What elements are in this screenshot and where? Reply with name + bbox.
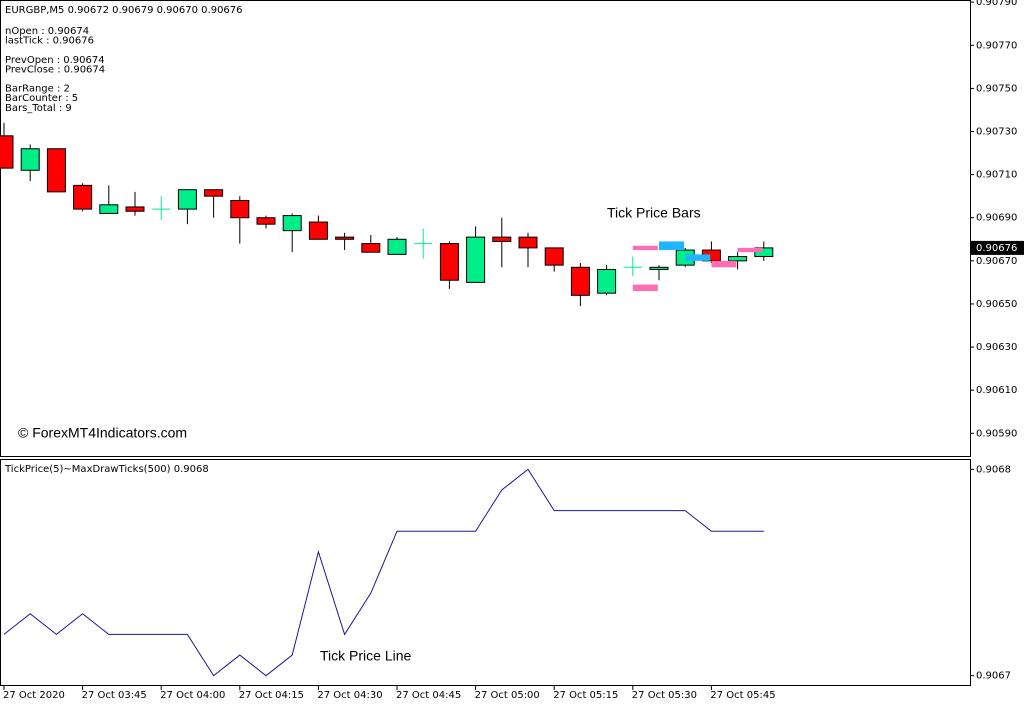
candle-body (518, 236, 538, 249)
candle-body (204, 189, 224, 197)
tick-price-bar (659, 241, 684, 251)
x-tick-label: 27 Oct 05:30 (632, 690, 697, 701)
y-tick-label: 0.90750 (976, 83, 1017, 94)
candle-body (125, 206, 145, 212)
y-tick-label: 0.9067 (976, 671, 1011, 682)
tick-price-bar (711, 260, 737, 268)
info-line: BarRange : 2 (5, 84, 70, 95)
candle-body (728, 256, 748, 262)
candle-body (387, 238, 407, 255)
candle-body (649, 266, 669, 270)
candle-body (466, 236, 486, 283)
tick-price-bar (737, 247, 763, 253)
candle-body (46, 148, 66, 193)
indicator-title: TickPrice(5)~MaxDrawTicks(500) 0.9068 (4, 464, 209, 475)
y-tick-label: 0.90630 (976, 342, 1017, 353)
candle-body (177, 189, 197, 210)
y-tick-label: 0.90730 (976, 126, 1017, 137)
candle-body (570, 266, 590, 296)
y-tick-label: 0.90710 (976, 170, 1017, 181)
tick-price-line (3, 468, 764, 677)
candle-body (0, 135, 14, 169)
y-tick-label: 0.90650 (976, 299, 1017, 310)
last-price-label: 0.90676 (976, 243, 1017, 254)
candle-body (256, 217, 276, 225)
info-line: PrevOpen : 0.90674 (5, 55, 105, 66)
x-tick-label: 27 Oct 04:15 (239, 690, 304, 701)
x-tick-label: 27 Oct 05:00 (475, 690, 540, 701)
candle-body (492, 236, 512, 242)
y-tick-label: 0.90590 (976, 428, 1017, 439)
y-tick-label: 0.90690 (976, 213, 1017, 224)
y-tick-label: 0.90610 (976, 385, 1017, 396)
candle-body (282, 215, 302, 232)
candle-body (597, 268, 617, 294)
chart-title: EURGBP,M5 0.90672 0.90679 0.90670 0.9067… (5, 5, 243, 16)
y-tick-label: 0.9068 (976, 464, 1011, 475)
annotation: Tick Price Line (320, 648, 412, 664)
candle-body (335, 236, 355, 240)
x-tick-label: 27 Oct 2020 (3, 690, 65, 701)
info-line: BarCounter : 5 (5, 93, 78, 104)
last-price-box (970, 240, 1024, 255)
info-line: PrevClose : 0.90674 (5, 64, 105, 75)
x-tick-label: 27 Oct 04:45 (396, 690, 461, 701)
x-tick-label: 27 Oct 04:30 (317, 690, 382, 701)
info-line: nOpen : 0.90674 (5, 26, 89, 37)
info-line: lastTick : 0.90676 (5, 36, 94, 47)
main-panel (0, 0, 971, 457)
x-tick-label: 27 Oct 04:00 (160, 690, 225, 701)
candle-body (308, 221, 328, 240)
y-tick-label: 0.90670 (976, 256, 1017, 267)
tick-price-bar (632, 245, 658, 251)
candle-body (99, 204, 119, 214)
x-tick-label: 27 Oct 05:15 (553, 690, 618, 701)
watermark: © ForexMT4Indicators.com (18, 425, 187, 441)
candle-body (73, 184, 93, 210)
y-tick-label: 0.90790 (976, 0, 1017, 8)
tick-price-bar (685, 254, 711, 261)
candle-body (230, 199, 250, 219)
x-tick-label: 27 Oct 05:45 (710, 690, 775, 701)
candle-body (439, 243, 459, 281)
candle-body (544, 247, 564, 266)
y-tick-label: 0.90770 (976, 40, 1017, 51)
candle-body (20, 148, 40, 171)
x-tick-label: 27 Oct 03:45 (82, 690, 147, 701)
sub-panel (0, 459, 971, 686)
annotation: Tick Price Bars (607, 205, 701, 221)
candle-body (361, 243, 381, 253)
info-line: Bars_Total : 9 (5, 103, 72, 114)
tick-price-bar (632, 284, 658, 292)
